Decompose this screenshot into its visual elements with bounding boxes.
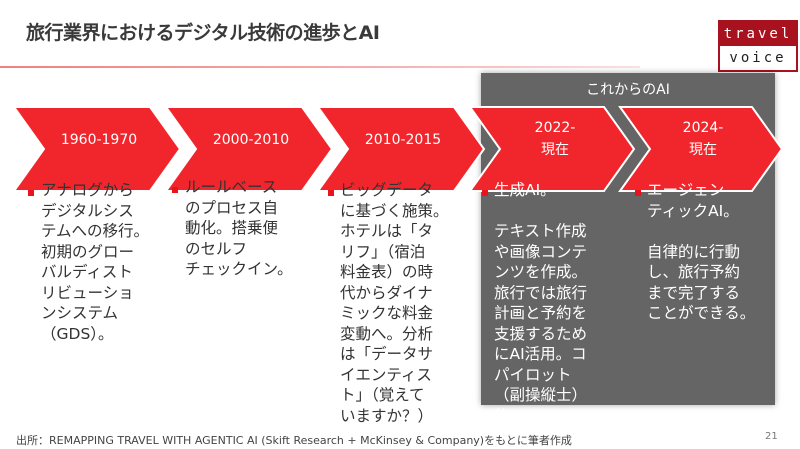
- stage-description-1: アナログから デジタルシス テムへの移行。 初期のグロー バルディスト リビュー…: [41, 181, 150, 343]
- chevron-1: [12, 106, 182, 192]
- stage-description-4: 生成AI。 テキスト作成 や画像コンテ ンツを作成。 旅行では旅行 計画と予約を…: [494, 181, 588, 425]
- stage-label-2: 2000-2010: [212, 132, 290, 148]
- stage-label-3: 2010-2015: [364, 132, 442, 148]
- panel-title: これからのAI: [586, 82, 670, 98]
- bullet-icon: [635, 190, 641, 196]
- stage-description-3: ビッグデータ に基づく施策。 ホテルは「タ リフ」（宿泊 料金表）の時 代からダ…: [340, 181, 449, 425]
- logo-top: travel: [720, 22, 796, 46]
- page-number: 21: [765, 431, 778, 442]
- stage-label-1: 1960-1970: [60, 132, 138, 148]
- chevron-3: [316, 106, 486, 192]
- stage-label-5: 2024- 現在: [682, 120, 724, 158]
- source-footnote: 出所：REMAPPING TRAVEL WITH AGENTIC AI (Ski…: [16, 434, 572, 447]
- stage-label-4: 2022- 現在: [534, 120, 576, 158]
- title-underline: [0, 66, 640, 68]
- chevron-5: [618, 106, 784, 192]
- chevron-4: [468, 106, 636, 192]
- bullet-icon: [482, 190, 488, 196]
- page-title: 旅行業界におけるデジタル技術の進歩とAI: [26, 22, 380, 44]
- bullet-icon: [28, 190, 34, 196]
- stage-description-5: エージェン ティックAI。 自律的に行動 し、旅行予約 まで完了する ことができ…: [647, 181, 756, 322]
- chevron-2: [164, 106, 334, 192]
- bullet-icon: [172, 187, 178, 193]
- logo-bottom: voice: [729, 50, 787, 66]
- travelvoice-logo: travel voice: [718, 20, 798, 72]
- bullet-icon: [328, 190, 334, 196]
- stage-description-2: ルールベース のプロセス自 動化。搭乗便 のセルフ チェックイン。: [185, 178, 293, 278]
